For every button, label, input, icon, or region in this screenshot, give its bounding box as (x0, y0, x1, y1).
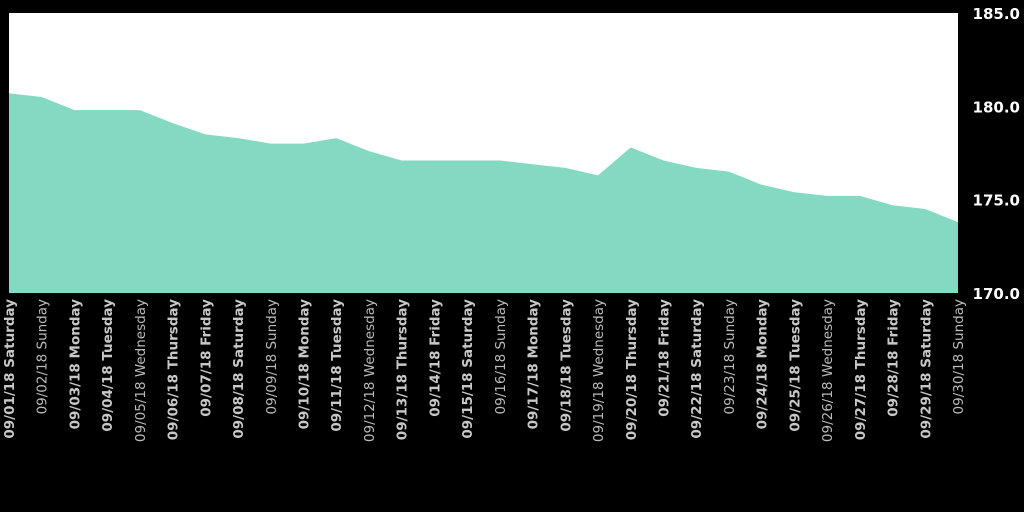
x-tick-label: 09/02/18 Sunday (35, 299, 51, 414)
x-tick-label: 09/12/18 Wednesday (362, 299, 378, 442)
x-tick-label: 09/20/18 Thursday (624, 299, 640, 440)
x-tick-label: 09/21/18 Friday (656, 299, 672, 417)
x-tick-label: 09/01/18 Saturday (2, 299, 18, 439)
x-tick-label: 09/03/18 Monday (67, 299, 83, 430)
x-tick-label: 09/08/18 Saturday (231, 299, 247, 439)
x-tick-label: 09/27/18 Thursday (853, 299, 869, 440)
x-tick-label: 09/14/18 Friday (427, 299, 443, 417)
x-tick-label: 09/10/18 Monday (297, 299, 313, 430)
x-tick-label: 09/23/18 Sunday (722, 299, 738, 414)
y-tick-label: 185.0 (973, 5, 1020, 23)
x-tick-label: 09/13/18 Thursday (395, 299, 411, 440)
x-tick-label: 09/06/18 Thursday (166, 299, 182, 440)
x-tick-label: 09/30/18 Sunday (951, 299, 967, 414)
x-tick-label: 09/11/18 Tuesday (329, 299, 345, 432)
x-tick-label: 09/19/18 Wednesday (591, 299, 607, 442)
x-tick-label: 09/05/18 Wednesday (133, 299, 149, 442)
x-tick-label: 09/17/18 Monday (526, 299, 542, 430)
x-tick-label: 09/18/18 Tuesday (558, 299, 574, 432)
x-axis: 09/01/18 Saturday 09/02/18 Sunday 09/03/18… (2, 299, 967, 442)
y-axis: 170.0 175.0 180.0 185.0 (973, 5, 1020, 303)
x-tick-label: 09/09/18 Sunday (264, 299, 280, 414)
x-tick-label: 09/15/18 Saturday (460, 299, 476, 439)
x-tick-label: 09/16/18 Sunday (493, 299, 509, 414)
x-tick-label: 09/25/18 Tuesday (787, 299, 803, 432)
series-area (9, 93, 958, 294)
x-tick-label: 09/04/18 Tuesday (100, 299, 116, 432)
y-tick-label: 180.0 (973, 98, 1020, 116)
x-tick-label: 09/26/18 Wednesday (820, 299, 836, 442)
y-tick-label: 175.0 (973, 192, 1020, 210)
x-tick-label: 09/28/18 Friday (886, 299, 902, 417)
x-tick-label: 09/07/18 Friday (198, 299, 214, 417)
x-tick-label: 09/29/18 Saturday (918, 299, 934, 439)
x-tick-label: 09/22/18 Saturday (689, 299, 705, 439)
y-tick-label: 170.0 (973, 285, 1020, 303)
x-tick-label: 09/24/18 Monday (755, 299, 771, 430)
